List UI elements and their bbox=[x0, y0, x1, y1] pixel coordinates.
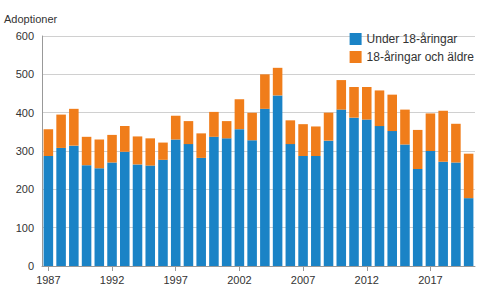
svg-text:Adoptioner: Adoptioner bbox=[4, 13, 58, 25]
svg-text:2012: 2012 bbox=[355, 274, 379, 286]
svg-text:200: 200 bbox=[16, 183, 34, 195]
svg-text:400: 400 bbox=[16, 107, 34, 119]
svg-text:2007: 2007 bbox=[291, 274, 315, 286]
svg-text:1997: 1997 bbox=[163, 274, 187, 286]
svg-text:300: 300 bbox=[16, 145, 34, 157]
svg-text:18-åringar och äldre: 18-åringar och äldre bbox=[367, 50, 475, 64]
svg-text:0: 0 bbox=[28, 260, 34, 272]
svg-text:600: 600 bbox=[16, 30, 34, 42]
svg-text:2017: 2017 bbox=[418, 274, 442, 286]
svg-text:500: 500 bbox=[16, 68, 34, 80]
svg-text:100: 100 bbox=[16, 222, 34, 234]
svg-text:1992: 1992 bbox=[100, 274, 124, 286]
svg-text:Under 18-åringar: Under 18-åringar bbox=[367, 32, 458, 46]
svg-text:1987: 1987 bbox=[36, 274, 60, 286]
svg-text:2002: 2002 bbox=[227, 274, 251, 286]
